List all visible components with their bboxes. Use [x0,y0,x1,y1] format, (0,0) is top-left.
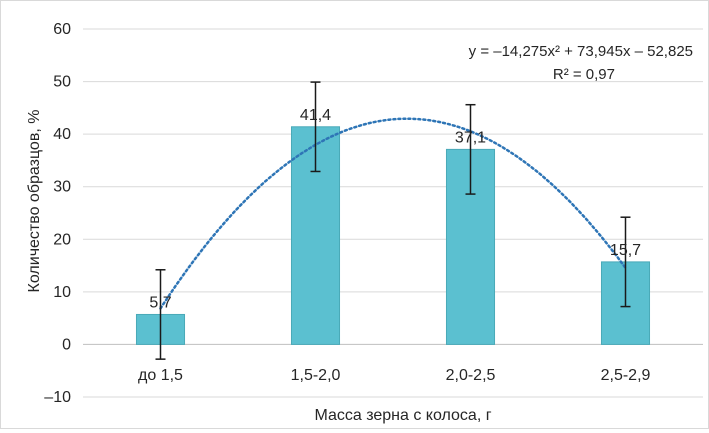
y-tick-label: 30 [53,179,71,196]
error-bar [310,81,321,173]
x-axis-ticks: до 1,5 1,5-2,0 2,0-2,5 2,5-2,9 [138,367,650,384]
x-tick-label: 2,5-2,9 [601,367,651,384]
y-tick-label: 0 [62,336,71,353]
error-bar [620,216,631,308]
y-tick-label: 10 [53,284,71,301]
trendline-equation: y = –14,275x² + 73,945x – 52,825 [469,43,693,60]
error-bar [155,269,166,360]
y-tick-label: 50 [53,74,71,91]
data-label: 41,4 [300,107,331,124]
y-tick-label: 60 [53,21,71,38]
y-tick-label: 20 [53,231,71,248]
y-axis-ticks: –10 0 10 20 30 40 50 60 [44,21,71,406]
error-bars [155,81,631,360]
data-label: 15,7 [610,242,641,259]
x-tick-label: до 1,5 [138,367,183,384]
x-tick-label: 1,5-2,0 [291,367,341,384]
trendline-r-squared: R² = 0,97 [553,66,615,83]
trendline [159,117,627,310]
data-label: 5,7 [149,294,171,311]
trendline-layer [159,117,627,310]
error-bar [465,103,476,195]
x-tick-label: 2,0-2,5 [446,367,496,384]
data-labels: 5,7 41,4 37,1 15,7 [149,107,641,312]
y-tick-label: –10 [44,389,71,406]
y-axis-title: Количество образцов, % [26,110,43,293]
y-tick-label: 40 [53,126,71,143]
data-label: 37,1 [455,129,486,146]
gridlines [83,28,703,398]
x-axis-title: Масса зерна с колоса, г [314,407,491,424]
